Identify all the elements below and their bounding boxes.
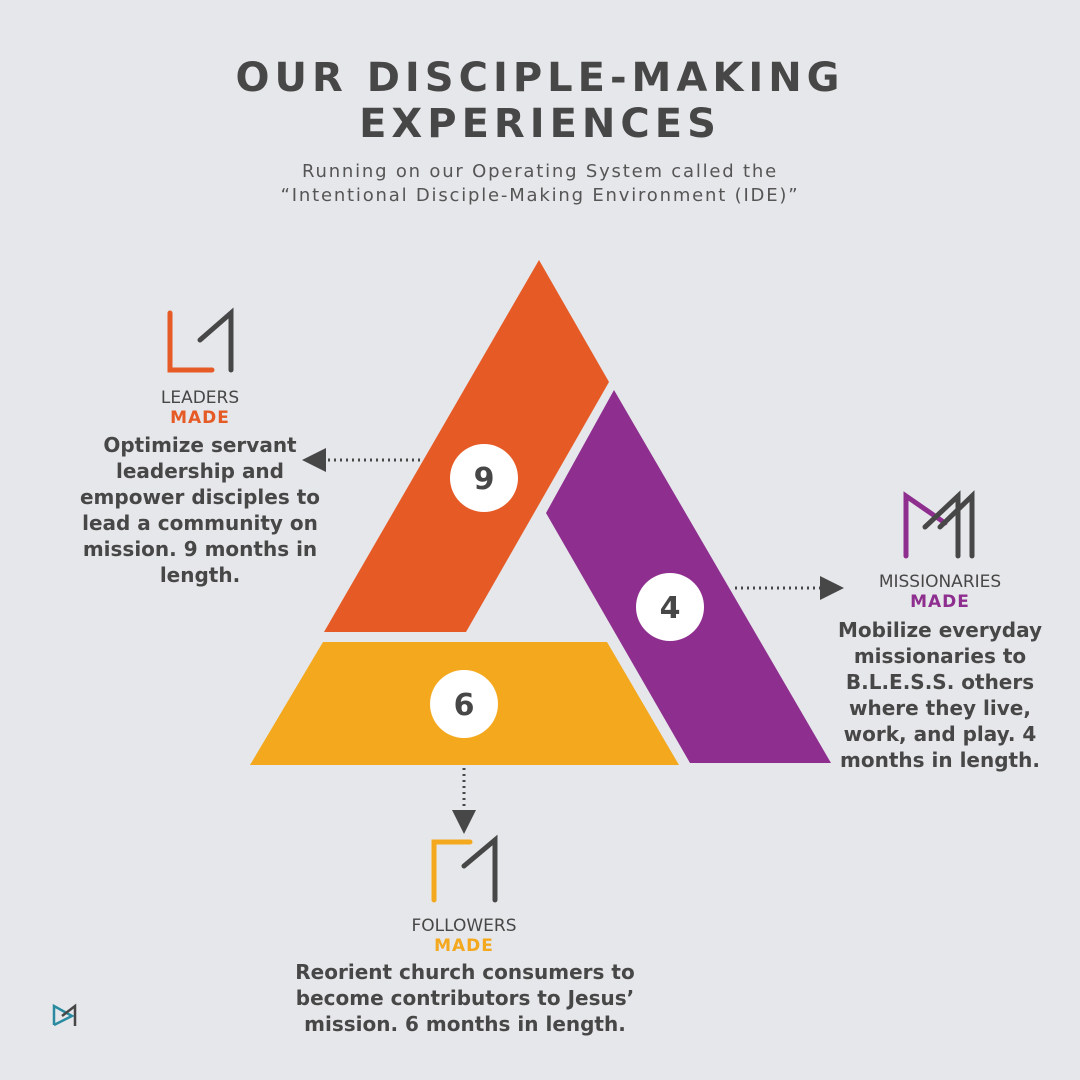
- brand-made: MADE: [910, 592, 970, 612]
- subtitle-line: Running on our Operating System called t…: [301, 161, 778, 182]
- brand-made: MADE: [170, 408, 230, 428]
- title-line: EXPERIENCES: [359, 101, 721, 147]
- subtitle: Running on our Operating System called t…: [0, 160, 1080, 208]
- brand-logo-icon: [52, 1003, 77, 1027]
- followers-description: Reorient church consumers to become cont…: [295, 960, 635, 1036]
- missionaries-made-logo: [903, 490, 975, 559]
- brand-name: FOLLOWERS: [411, 916, 517, 936]
- leaders-number: 9: [474, 462, 495, 497]
- subtitle-line: “Intentional Disciple-Making Environment…: [280, 185, 800, 206]
- missionaries-brand: MISSIONARIES MADE: [840, 572, 1040, 612]
- brand-made: MADE: [434, 936, 494, 956]
- missionaries-number: 4: [660, 591, 681, 626]
- leaders-segment: [324, 260, 609, 632]
- leaders-description: Optimize servant leadership and empower …: [79, 433, 321, 587]
- missionaries-description: Mobilize everyday missionaries to B.L.E.…: [838, 618, 1042, 772]
- leaders-brand: LEADERS MADE: [120, 388, 280, 428]
- missionaries-number-circle: [636, 573, 704, 641]
- leaders-number-circle: [450, 444, 518, 512]
- followers-number: 6: [454, 688, 475, 723]
- followers-made-logo: [431, 834, 498, 903]
- followers-number-circle: [430, 670, 498, 738]
- leaders-made-logo: [167, 307, 234, 373]
- brand-name: LEADERS: [160, 388, 240, 408]
- title-line: OUR DISCIPLE-MAKING: [235, 55, 845, 101]
- brand-name: MISSIONARIES: [878, 572, 1002, 592]
- page-title: OUR DISCIPLE-MAKING EXPERIENCES: [0, 55, 1080, 147]
- missionaries-segment: [546, 390, 831, 763]
- followers-brand: FOLLOWERS MADE: [384, 916, 544, 956]
